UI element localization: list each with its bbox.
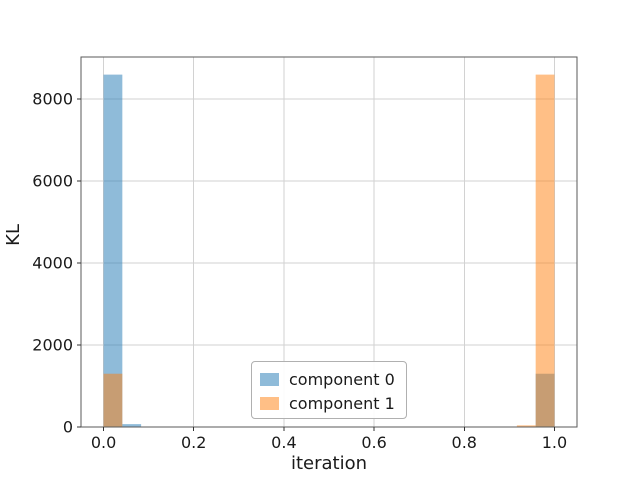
x-tick-label: 0.0 xyxy=(91,433,116,452)
x-tick-label: 0.8 xyxy=(452,433,477,452)
legend-label-component-1: component 1 xyxy=(289,393,395,413)
histogram-bar-series-0 xyxy=(122,424,142,427)
x-tick-label: 0.4 xyxy=(271,433,296,452)
x-tick-label: 1.0 xyxy=(542,433,567,452)
plot-border xyxy=(80,56,578,428)
legend-swatch-component-1 xyxy=(260,396,279,410)
x-tick-label: 0.2 xyxy=(181,433,206,452)
y-tick-label: 6000 xyxy=(32,172,73,191)
x-axis-label: iteration xyxy=(290,453,368,474)
histogram-bar-series-1 xyxy=(535,74,555,427)
y-tick-label: 2000 xyxy=(32,336,73,355)
legend-swatch-component-0 xyxy=(260,372,279,386)
histogram-bar-series-1 xyxy=(103,373,123,427)
y-axis-label: KL xyxy=(3,224,24,246)
legend-item-component-0: component 0 xyxy=(260,367,396,391)
legend: component 0 component 1 xyxy=(251,361,407,419)
legend-label-component-0: component 0 xyxy=(289,369,395,389)
histogram-bar-series-0 xyxy=(103,74,123,427)
y-tick-label: 0 xyxy=(63,418,73,437)
y-tick-label: 4000 xyxy=(32,254,73,273)
legend-item-component-1: component 1 xyxy=(260,391,396,415)
y-tick-label: 8000 xyxy=(32,90,73,109)
histogram-bar-series-1 xyxy=(516,425,536,427)
x-tick-label: 0.6 xyxy=(361,433,386,452)
